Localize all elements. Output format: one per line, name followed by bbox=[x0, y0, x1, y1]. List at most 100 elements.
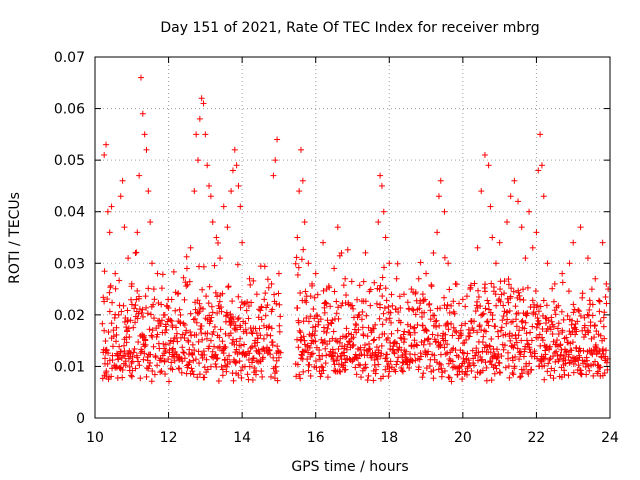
data-point bbox=[434, 229, 441, 236]
data-point bbox=[132, 319, 139, 326]
data-point bbox=[446, 309, 453, 316]
data-point bbox=[176, 306, 183, 313]
data-point bbox=[184, 281, 191, 288]
data-point bbox=[595, 297, 602, 304]
data-point bbox=[259, 373, 266, 380]
data-point bbox=[204, 366, 211, 373]
data-point bbox=[191, 347, 198, 354]
data-point bbox=[215, 377, 222, 384]
data-point bbox=[426, 340, 433, 347]
data-point bbox=[505, 281, 512, 288]
data-point bbox=[230, 318, 237, 325]
data-point bbox=[293, 254, 300, 261]
data-point bbox=[243, 352, 250, 359]
data-point bbox=[359, 308, 366, 315]
data-point bbox=[430, 375, 437, 382]
data-point bbox=[218, 308, 225, 315]
data-point bbox=[522, 255, 529, 262]
data-point bbox=[419, 291, 426, 298]
data-point bbox=[297, 375, 304, 382]
data-point bbox=[360, 278, 367, 285]
data-point bbox=[603, 359, 610, 366]
data-point bbox=[474, 329, 481, 336]
data-point bbox=[437, 305, 444, 312]
data-point bbox=[524, 310, 531, 317]
data-point bbox=[350, 341, 357, 348]
data-point bbox=[217, 255, 224, 262]
data-point bbox=[335, 345, 342, 352]
data-point bbox=[334, 224, 341, 231]
data-point bbox=[150, 286, 157, 293]
data-point bbox=[456, 368, 463, 375]
data-point bbox=[463, 371, 470, 378]
y-tick-label: 0.07 bbox=[54, 50, 85, 66]
data-point bbox=[180, 320, 187, 327]
data-point bbox=[486, 306, 493, 313]
data-point bbox=[303, 299, 310, 306]
data-point bbox=[433, 359, 440, 366]
data-point bbox=[222, 330, 229, 337]
data-point bbox=[501, 278, 508, 285]
data-point bbox=[551, 349, 558, 356]
data-point bbox=[139, 306, 146, 313]
data-point bbox=[393, 361, 400, 368]
data-point bbox=[234, 316, 241, 323]
data-point bbox=[442, 351, 449, 358]
data-point bbox=[326, 284, 333, 291]
data-point bbox=[443, 305, 450, 312]
data-point bbox=[411, 337, 418, 344]
data-point bbox=[562, 360, 569, 367]
data-point bbox=[363, 312, 370, 319]
data-point bbox=[581, 322, 588, 329]
data-point bbox=[362, 249, 369, 256]
data-point bbox=[219, 366, 226, 373]
data-point bbox=[142, 341, 149, 348]
data-point bbox=[213, 363, 220, 370]
data-point bbox=[132, 249, 139, 256]
data-point bbox=[356, 311, 363, 318]
data-point bbox=[504, 219, 510, 226]
data-point bbox=[258, 316, 265, 323]
data-point bbox=[136, 306, 143, 313]
data-point bbox=[507, 293, 514, 300]
data-point bbox=[468, 367, 475, 374]
data-point bbox=[237, 335, 244, 342]
data-point bbox=[190, 371, 197, 378]
data-point bbox=[512, 353, 519, 360]
y-tick-label: 0.06 bbox=[54, 102, 85, 118]
data-point bbox=[399, 368, 406, 375]
data-point bbox=[309, 324, 316, 331]
data-point bbox=[576, 308, 583, 315]
data-point bbox=[105, 350, 112, 357]
data-point bbox=[509, 318, 516, 325]
data-point bbox=[151, 296, 158, 303]
data-point bbox=[420, 370, 427, 377]
data-point bbox=[123, 324, 130, 331]
data-point bbox=[483, 377, 490, 384]
data-point bbox=[404, 299, 411, 306]
data-point bbox=[455, 335, 462, 342]
data-point bbox=[394, 260, 401, 267]
data-point bbox=[292, 260, 299, 267]
data-point bbox=[192, 356, 199, 363]
data-point bbox=[490, 284, 497, 291]
data-point bbox=[459, 296, 466, 303]
data-point bbox=[198, 330, 205, 337]
data-point bbox=[592, 275, 599, 282]
data-point bbox=[343, 292, 350, 299]
data-point bbox=[229, 167, 236, 174]
data-point bbox=[387, 309, 394, 316]
data-point bbox=[147, 351, 154, 358]
data-point bbox=[194, 297, 201, 304]
data-point bbox=[512, 316, 519, 323]
data-point bbox=[485, 162, 492, 169]
data-point bbox=[237, 367, 244, 374]
data-point bbox=[313, 358, 320, 365]
data-point bbox=[320, 367, 327, 374]
data-point bbox=[169, 322, 176, 329]
data-point bbox=[596, 298, 603, 305]
data-point bbox=[230, 336, 237, 343]
data-point bbox=[211, 262, 218, 269]
data-point bbox=[207, 193, 214, 200]
data-point bbox=[295, 264, 302, 271]
